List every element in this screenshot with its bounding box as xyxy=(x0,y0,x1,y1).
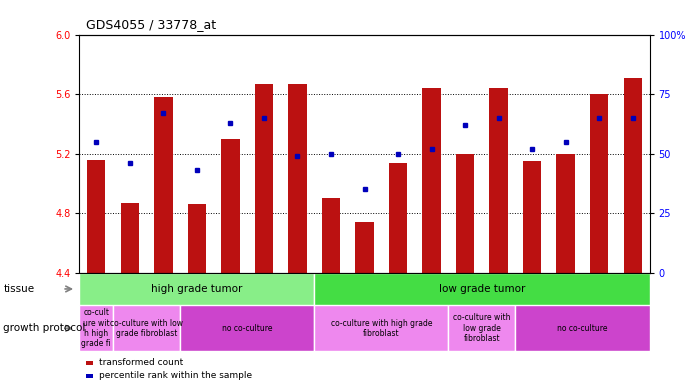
Text: no co-culture: no co-culture xyxy=(557,324,607,333)
Bar xyxy=(322,198,340,273)
Text: growth protocol: growth protocol xyxy=(3,323,86,333)
Text: tissue: tissue xyxy=(3,284,35,294)
Bar xyxy=(590,94,609,273)
Bar xyxy=(422,88,441,273)
Bar xyxy=(188,204,206,273)
Bar xyxy=(389,162,407,273)
Bar xyxy=(221,139,240,273)
Bar xyxy=(489,88,508,273)
Bar xyxy=(79,305,113,351)
Text: percentile rank within the sample: percentile rank within the sample xyxy=(99,371,252,380)
Text: co-culture with
low grade
fibroblast: co-culture with low grade fibroblast xyxy=(453,313,511,343)
Text: transformed count: transformed count xyxy=(99,358,183,367)
Bar xyxy=(255,84,273,273)
Text: low grade tumor: low grade tumor xyxy=(439,284,525,294)
Bar xyxy=(87,160,106,273)
Bar xyxy=(456,154,474,273)
Bar xyxy=(288,84,307,273)
Bar xyxy=(314,305,448,351)
Bar xyxy=(314,273,650,305)
Text: GDS4055 / 33778_at: GDS4055 / 33778_at xyxy=(86,18,216,31)
Bar xyxy=(154,97,173,273)
Bar xyxy=(523,161,541,273)
Bar xyxy=(355,222,374,273)
Text: high grade tumor: high grade tumor xyxy=(151,284,243,294)
Text: no co-culture: no co-culture xyxy=(222,324,272,333)
Bar xyxy=(623,78,642,273)
Bar xyxy=(180,305,314,351)
Bar xyxy=(448,305,515,351)
Bar xyxy=(79,273,314,305)
Text: co-cult
ure wit
h high
grade fi: co-cult ure wit h high grade fi xyxy=(82,308,111,348)
Bar xyxy=(515,305,650,351)
Text: co-culture with low
grade fibroblast: co-culture with low grade fibroblast xyxy=(110,319,183,338)
Bar xyxy=(556,154,575,273)
Text: co-culture with high grade
fibroblast: co-culture with high grade fibroblast xyxy=(330,319,432,338)
Bar xyxy=(120,203,139,273)
Bar xyxy=(113,305,180,351)
